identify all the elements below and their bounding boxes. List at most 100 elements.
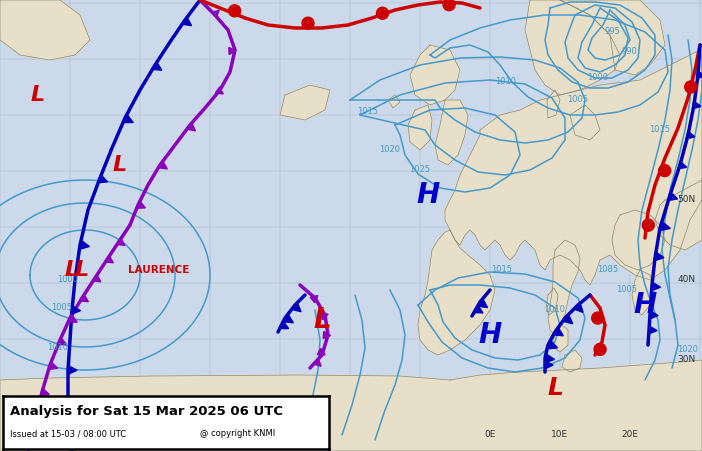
Text: 0E: 0E [484, 430, 496, 439]
Polygon shape [692, 101, 701, 109]
Polygon shape [0, 0, 90, 60]
Text: 40N: 40N [678, 276, 696, 285]
Circle shape [642, 219, 654, 231]
Polygon shape [320, 313, 328, 320]
Text: H: H [416, 181, 439, 209]
Polygon shape [81, 241, 89, 249]
Circle shape [302, 17, 314, 29]
Polygon shape [545, 361, 553, 369]
Circle shape [592, 312, 604, 324]
Polygon shape [138, 202, 145, 208]
Polygon shape [317, 349, 325, 355]
Polygon shape [632, 270, 655, 315]
Text: Issued at 15-03 / 08:00 UTC: Issued at 15-03 / 08:00 UTC [10, 429, 126, 438]
Circle shape [443, 0, 455, 11]
Polygon shape [547, 90, 560, 118]
Text: 995: 995 [604, 28, 620, 37]
Polygon shape [310, 295, 318, 303]
Polygon shape [678, 161, 687, 169]
Polygon shape [93, 275, 101, 282]
Polygon shape [546, 354, 555, 363]
Text: 1025: 1025 [409, 166, 430, 175]
Text: L: L [75, 260, 89, 280]
Text: 1015: 1015 [649, 125, 670, 134]
Text: 1020: 1020 [380, 146, 401, 155]
Polygon shape [50, 363, 58, 369]
Polygon shape [105, 256, 113, 263]
Text: L: L [65, 260, 79, 280]
Text: 1005: 1005 [616, 285, 637, 295]
Polygon shape [656, 253, 664, 261]
Polygon shape [564, 315, 573, 324]
Polygon shape [280, 85, 330, 120]
Polygon shape [188, 124, 195, 131]
Polygon shape [570, 105, 600, 140]
Polygon shape [474, 305, 483, 313]
Polygon shape [669, 193, 677, 200]
Text: L: L [31, 85, 45, 105]
Polygon shape [292, 304, 301, 312]
Polygon shape [686, 131, 695, 139]
Polygon shape [34, 418, 42, 425]
Polygon shape [69, 366, 77, 374]
Text: 1000: 1000 [58, 276, 79, 285]
Text: LAURENCE: LAURENCE [128, 265, 190, 275]
Polygon shape [183, 18, 192, 26]
Polygon shape [612, 210, 665, 270]
Polygon shape [546, 288, 558, 315]
Polygon shape [279, 322, 289, 329]
Text: 1010: 1010 [545, 305, 566, 314]
Text: 1005: 1005 [51, 304, 72, 313]
Polygon shape [696, 71, 702, 79]
Text: 1000: 1000 [588, 74, 609, 83]
Text: 50N: 50N [677, 195, 696, 204]
Polygon shape [650, 311, 658, 319]
Polygon shape [649, 326, 657, 334]
Polygon shape [59, 338, 67, 345]
Polygon shape [408, 105, 432, 150]
Text: 1015: 1015 [357, 107, 378, 116]
Text: H: H [633, 291, 656, 319]
Polygon shape [153, 63, 161, 70]
Circle shape [594, 343, 606, 355]
Polygon shape [661, 223, 670, 230]
Text: L: L [113, 155, 127, 175]
Text: 1015: 1015 [491, 266, 512, 275]
Polygon shape [652, 282, 661, 290]
Polygon shape [0, 360, 702, 451]
Polygon shape [479, 300, 488, 308]
Polygon shape [323, 331, 331, 339]
Circle shape [229, 5, 241, 17]
Polygon shape [211, 10, 219, 18]
Polygon shape [553, 325, 568, 352]
Polygon shape [229, 47, 236, 55]
Circle shape [658, 165, 670, 177]
Polygon shape [41, 389, 49, 396]
Text: 1020: 1020 [677, 345, 698, 354]
Polygon shape [548, 341, 557, 349]
Polygon shape [117, 239, 125, 245]
Polygon shape [31, 432, 39, 439]
Text: 1010: 1010 [48, 344, 69, 353]
Polygon shape [555, 328, 563, 336]
Text: 10E: 10E [552, 430, 569, 439]
Polygon shape [560, 0, 665, 75]
Text: H: H [478, 321, 502, 349]
Polygon shape [418, 230, 495, 355]
Text: @ copyright KNMI: @ copyright KNMI [200, 429, 275, 438]
Polygon shape [445, 45, 702, 285]
Polygon shape [216, 87, 223, 94]
Polygon shape [548, 240, 580, 335]
Text: L: L [313, 306, 331, 334]
Polygon shape [81, 295, 88, 302]
Polygon shape [284, 315, 293, 323]
Polygon shape [435, 100, 468, 165]
Polygon shape [574, 304, 583, 313]
Polygon shape [159, 162, 167, 169]
Text: 20E: 20E [621, 430, 639, 439]
Polygon shape [525, 0, 620, 95]
Polygon shape [98, 175, 107, 183]
Polygon shape [562, 350, 582, 372]
Polygon shape [69, 422, 78, 429]
Text: 1005: 1005 [567, 96, 588, 105]
